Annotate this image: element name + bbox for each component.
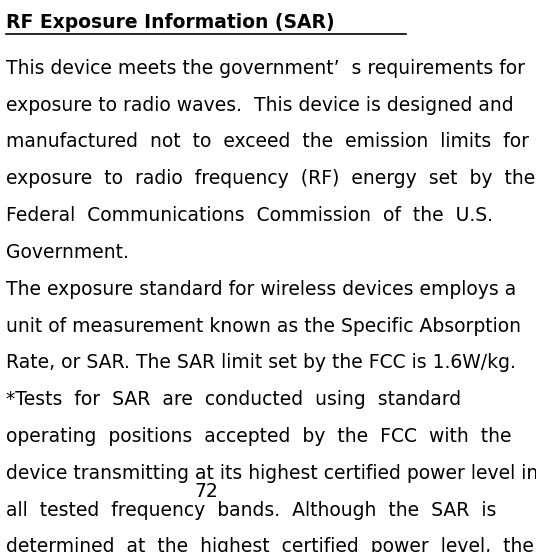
Text: RF Exposure Information (SAR): RF Exposure Information (SAR) bbox=[6, 13, 335, 32]
Text: The exposure standard for wireless devices employs a: The exposure standard for wireless devic… bbox=[6, 280, 517, 299]
Text: Federal  Communications  Commission  of  the  U.S.: Federal Communications Commission of the… bbox=[6, 206, 493, 225]
Text: Rate, or SAR. The SAR limit set by the FCC is 1.6W/kg.: Rate, or SAR. The SAR limit set by the F… bbox=[6, 353, 516, 373]
Text: all  tested  frequency  bands.  Although  the  SAR  is: all tested frequency bands. Although the… bbox=[6, 501, 496, 519]
Text: unit of measurement known as the Specific Absorption: unit of measurement known as the Specifi… bbox=[6, 316, 521, 336]
Text: manufactured  not  to  exceed  the  emission  limits  for: manufactured not to exceed the emission … bbox=[6, 132, 529, 151]
Text: Government.: Government. bbox=[6, 243, 129, 262]
Text: *Tests  for  SAR  are  conducted  using  standard: *Tests for SAR are conducted using stand… bbox=[6, 390, 461, 409]
Text: device transmitting at its highest certified power level in: device transmitting at its highest certi… bbox=[6, 464, 536, 483]
Text: 72: 72 bbox=[195, 482, 218, 501]
Text: exposure to radio waves.  This device is designed and: exposure to radio waves. This device is … bbox=[6, 95, 514, 115]
Text: exposure  to  radio  frequency  (RF)  energy  set  by  the: exposure to radio frequency (RF) energy … bbox=[6, 169, 535, 188]
Text: operating  positions  accepted  by  the  FCC  with  the: operating positions accepted by the FCC … bbox=[6, 427, 512, 446]
Text: determined  at  the  highest  certified  power  level,  the: determined at the highest certified powe… bbox=[6, 538, 534, 552]
Text: This device meets the government’  s requirements for: This device meets the government’ s requ… bbox=[6, 59, 525, 78]
